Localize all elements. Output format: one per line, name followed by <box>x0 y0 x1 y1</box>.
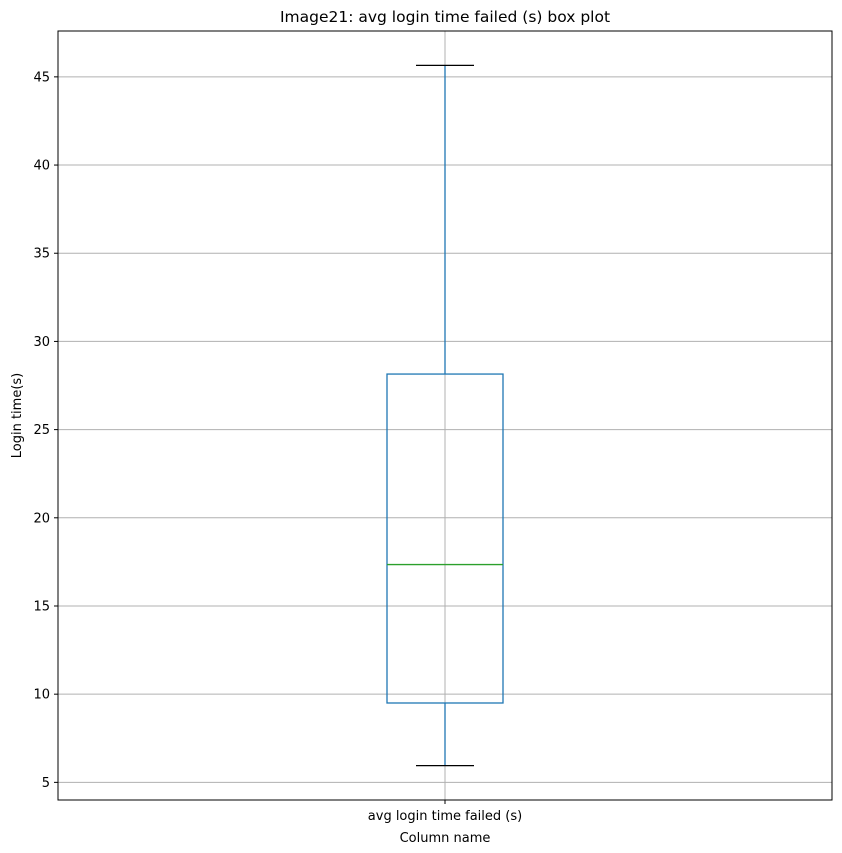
y-tick-label: 30 <box>33 335 50 350</box>
box-plot-series <box>386 64 504 767</box>
y-axis-label: Login time(s) <box>10 373 25 459</box>
chart-title: Image21: avg login time failed (s) box p… <box>280 8 610 26</box>
y-tick-label: 45 <box>33 70 50 85</box>
x-axis-ticks: avg login time failed (s) <box>368 800 522 824</box>
x-tick-label: avg login time failed (s) <box>368 809 522 824</box>
y-tick-label: 5 <box>42 776 50 791</box>
y-tick-label: 35 <box>33 247 50 262</box>
x-axis-label: Column name <box>400 831 491 846</box>
y-tick-label: 15 <box>33 599 50 614</box>
y-tick-label: 40 <box>33 159 50 174</box>
y-axis-ticks: 5 10 15 20 25 30 35 40 45 <box>33 70 58 791</box>
y-tick-label: 10 <box>33 688 50 703</box>
plot-frame <box>57 30 833 801</box>
y-tick-label: 20 <box>33 511 50 526</box>
y-tick-label: 25 <box>33 423 50 438</box>
iqr-box <box>386 373 504 704</box>
